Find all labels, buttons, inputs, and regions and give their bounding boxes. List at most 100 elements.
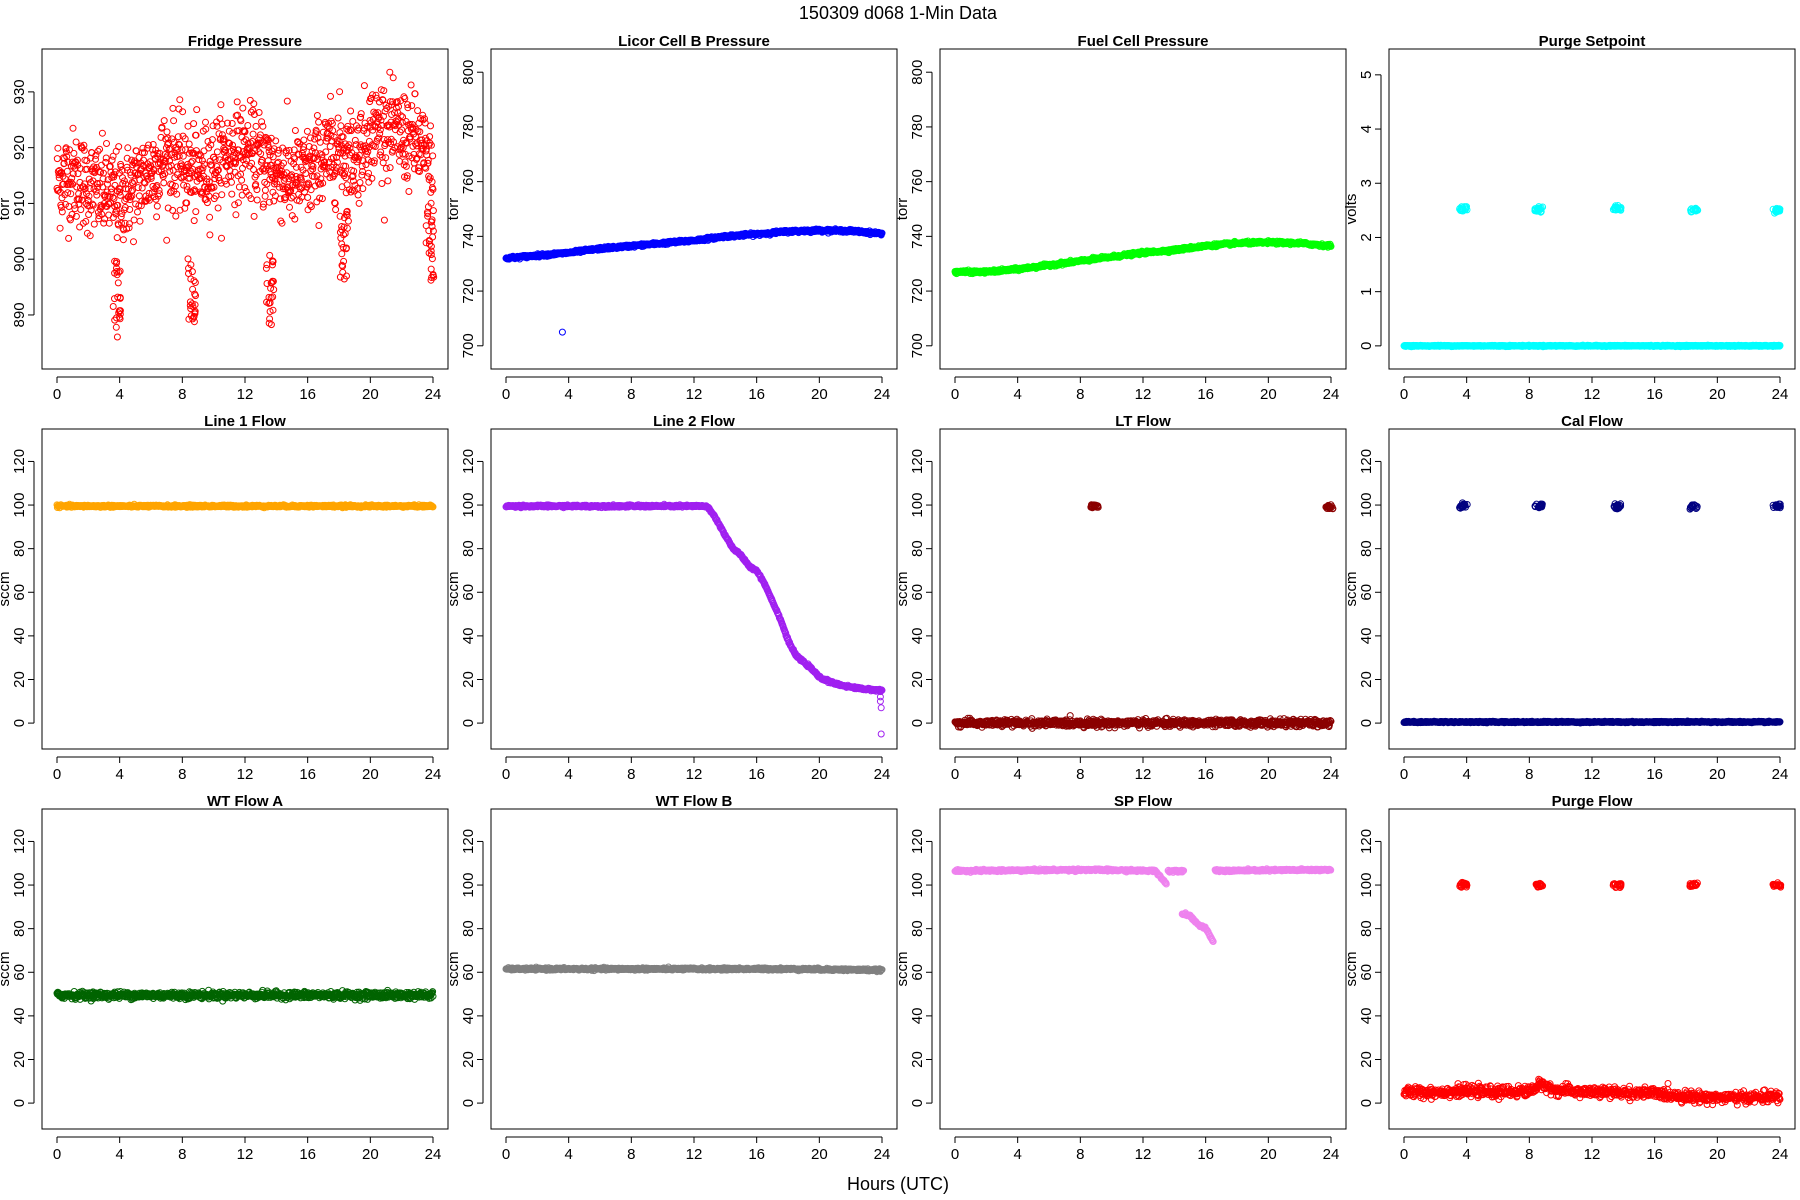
data-point <box>233 98 241 106</box>
data-point <box>99 169 107 177</box>
data-point <box>73 156 81 164</box>
data-point <box>228 120 236 127</box>
data-point <box>127 187 135 195</box>
data-point <box>81 185 89 193</box>
data-point <box>332 206 340 214</box>
plot-frame <box>41 428 449 750</box>
data-point <box>56 224 64 232</box>
data-point <box>189 165 197 173</box>
data-point <box>241 128 249 136</box>
data-point <box>351 136 359 144</box>
data-point <box>270 145 278 153</box>
data-point <box>220 144 228 152</box>
data-point <box>114 279 122 287</box>
data-point <box>259 203 267 211</box>
data-point <box>224 119 231 127</box>
data-point <box>71 201 78 209</box>
data-point <box>382 154 390 162</box>
x-tick-label: 12 <box>237 386 254 403</box>
data-point <box>119 236 127 244</box>
data-point <box>138 197 146 205</box>
data-point <box>229 141 236 149</box>
data-point <box>182 146 189 154</box>
x-tick-label: 0 <box>53 386 61 403</box>
data-point <box>249 130 257 138</box>
data-point <box>208 136 216 144</box>
data-point <box>176 96 184 104</box>
data-point <box>304 194 312 201</box>
data-point <box>149 141 157 148</box>
data-point <box>167 187 175 195</box>
data-point <box>60 159 68 167</box>
data-point <box>92 155 99 163</box>
y-tick-label: 720 <box>909 279 926 304</box>
data-point <box>67 190 75 198</box>
x-tick-label: 4 <box>115 386 123 403</box>
data-point <box>137 202 145 210</box>
data-point <box>177 160 185 168</box>
data-point <box>228 178 235 186</box>
data-point <box>191 187 199 195</box>
data-point <box>176 206 184 214</box>
data-point <box>365 178 373 186</box>
data-point <box>112 323 120 331</box>
data-point <box>253 186 261 194</box>
plot-title: Licor Cell B Pressure <box>618 33 770 50</box>
data-point <box>429 152 437 160</box>
data-point <box>261 178 269 186</box>
data-point <box>62 200 69 208</box>
data-point <box>250 111 258 118</box>
data-point <box>274 149 282 157</box>
data-point <box>109 152 117 160</box>
data-point <box>155 186 163 194</box>
data-point <box>136 217 144 225</box>
data-point <box>234 199 242 207</box>
data-point <box>113 206 120 214</box>
data-point <box>160 117 168 125</box>
x-tick-label: 12 <box>686 386 703 403</box>
data-point <box>132 147 140 155</box>
data-point <box>54 144 62 152</box>
data-point <box>85 192 93 200</box>
data-point <box>231 201 239 209</box>
data-point <box>246 96 254 104</box>
data-point <box>125 224 133 232</box>
data-point <box>89 201 97 209</box>
y-tick-label: 3 <box>1358 179 1375 187</box>
data-point <box>144 195 152 202</box>
plot-frame <box>939 48 1347 370</box>
plot-title: Fuel Cell Pressure <box>1078 33 1209 50</box>
data-point <box>184 122 192 130</box>
data-point <box>90 185 98 193</box>
data-point <box>170 117 178 125</box>
y-tick-label: 920 <box>11 135 28 160</box>
data-point <box>179 108 187 116</box>
y-tick-label: 120 <box>11 449 28 474</box>
data-point <box>142 197 150 205</box>
data-point <box>202 125 210 133</box>
data-point <box>179 152 187 160</box>
y-tick-label: 780 <box>460 114 477 139</box>
data-point <box>173 190 181 198</box>
data-point <box>94 208 102 216</box>
data-point <box>106 193 114 201</box>
y-tick-label: 2 <box>1358 233 1375 241</box>
data-point <box>88 200 96 208</box>
x-tick-label: 24 <box>1323 386 1340 403</box>
data-point <box>111 168 119 176</box>
data-point <box>378 180 386 187</box>
data-point <box>226 167 234 175</box>
data-point <box>291 127 299 134</box>
data-point <box>190 120 198 128</box>
data-point <box>191 279 199 286</box>
data-point <box>242 136 250 144</box>
x-tick-label: 8 <box>627 386 635 403</box>
data-point <box>160 179 168 187</box>
y-tick-label: 800 <box>460 60 477 85</box>
data-point <box>150 167 158 175</box>
data-point <box>249 106 257 114</box>
data-point <box>229 129 237 137</box>
y-tick-label: 760 <box>460 169 477 194</box>
data-point <box>357 110 365 118</box>
data-point <box>123 163 131 171</box>
